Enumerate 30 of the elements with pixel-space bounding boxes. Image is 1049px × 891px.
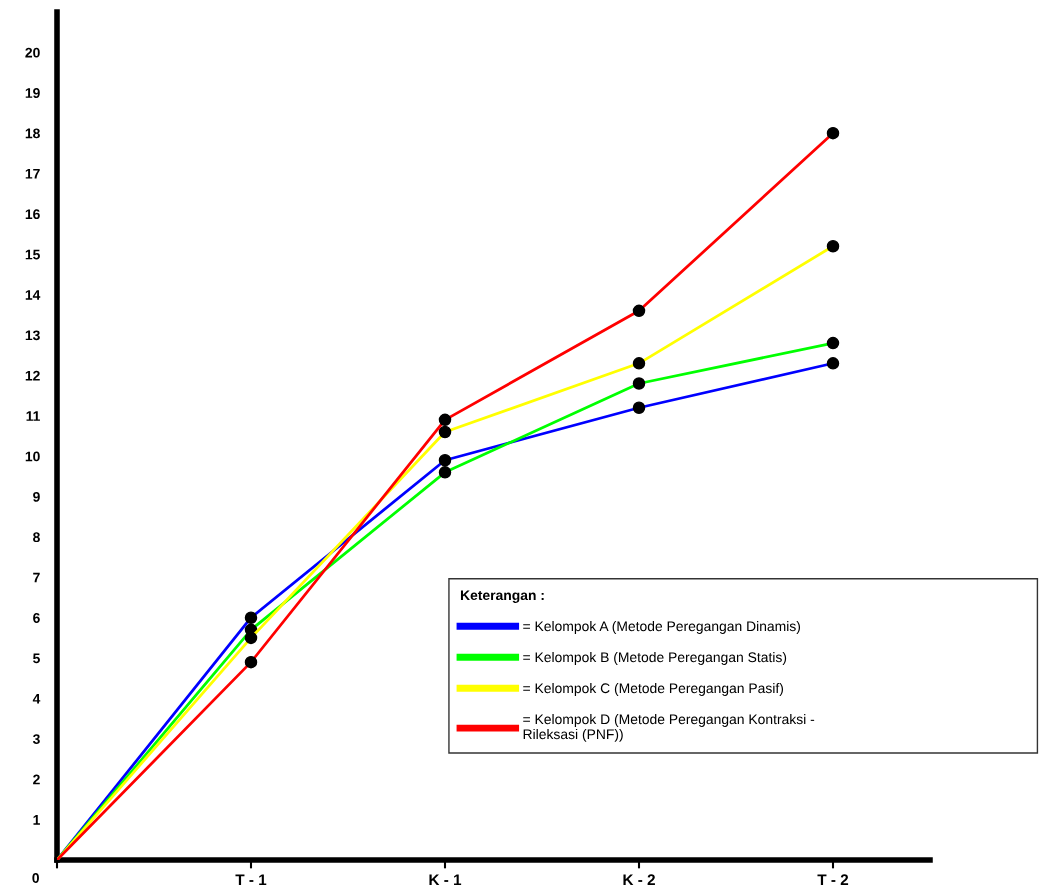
y-tick-label: 3 xyxy=(32,734,40,745)
x-tick-label: K - 1 xyxy=(429,874,462,885)
y-tick-label: 14 xyxy=(25,290,41,300)
x-tick-label: T - 2 xyxy=(817,874,849,885)
y-tick-label: 10 xyxy=(25,451,40,462)
y-tick-label: 20 xyxy=(25,47,40,58)
y-tick-label: 1 xyxy=(33,815,40,825)
y-tick-label: 6 xyxy=(33,613,40,623)
x-tick-label: K - 2 xyxy=(623,874,655,885)
y-tick-label: 7 xyxy=(33,572,40,583)
legend-label: = Kelompok D (Metode Peregangan Kontraksi - Rileksasi (PNF)) xyxy=(523,713,815,742)
y-tick-label: 16 xyxy=(25,209,40,220)
y-tick-label: 8 xyxy=(33,532,40,543)
x-tick-label: T - 1 xyxy=(235,874,267,885)
y-tick-label: 17 xyxy=(25,169,40,179)
legend-label: = Kelompok C (Metode Peregangan Pasif) xyxy=(523,682,784,696)
y-tick-label: 2 xyxy=(33,774,40,785)
y-tick-label: 12 xyxy=(25,370,40,381)
text: 0 xyxy=(32,873,39,883)
legend-label: = Kelompok A (Metode Peregangan Dinamis) xyxy=(523,620,801,634)
legend-label: = Kelompok B (Metode Peregangan Statis) xyxy=(523,651,787,665)
y-tick-label: 11 xyxy=(26,411,40,421)
y-tick-label: 18 xyxy=(25,128,40,139)
y-tick-label: 19 xyxy=(25,88,40,98)
y-tick-label: 13 xyxy=(25,330,40,341)
legend-title: Keterangan : xyxy=(460,590,544,603)
y-tick-label: 5 xyxy=(33,653,40,664)
y-tick-label: 9 xyxy=(33,491,40,502)
y-tick-label: 15 xyxy=(25,249,40,260)
y-tick-label: 4 xyxy=(32,693,41,704)
